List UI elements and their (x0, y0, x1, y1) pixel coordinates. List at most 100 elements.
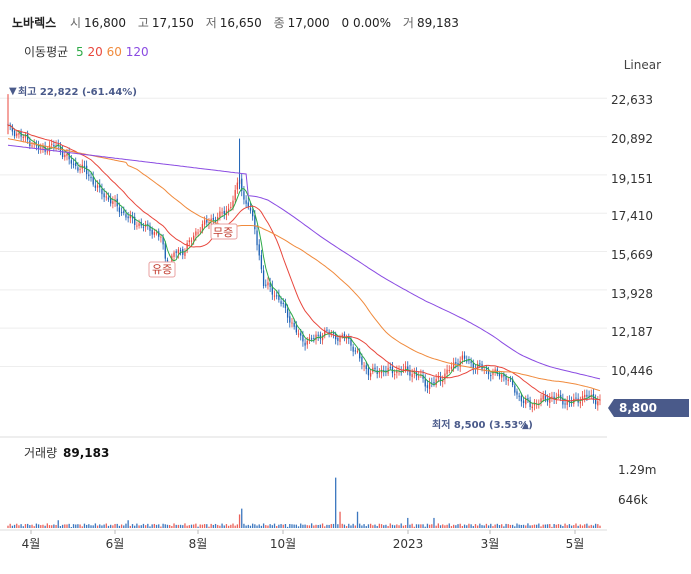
volume-bar (245, 525, 247, 528)
candle-body (138, 223, 140, 226)
volume-bar (367, 524, 370, 528)
candle-body (433, 382, 435, 384)
candle-body (227, 208, 230, 211)
volume-bar (418, 524, 420, 528)
candle-body (343, 333, 346, 338)
candle-body (514, 385, 516, 393)
candle-body (289, 316, 291, 323)
candle-body (396, 370, 398, 374)
volume-bar (271, 525, 273, 528)
volume-bar (92, 525, 94, 528)
volume-bar (597, 524, 599, 528)
volume-bar (282, 524, 284, 528)
volume-bar (444, 525, 446, 528)
candle-body (125, 214, 127, 218)
volume-bar (236, 524, 239, 528)
volume-bar (219, 525, 221, 528)
volume-bar (70, 527, 73, 528)
candle-body (254, 215, 256, 230)
moving-average-legend[interactable]: 이동평균 5 20 60 120 (24, 43, 149, 60)
volume-bar (9, 523, 11, 528)
candle-body (518, 395, 520, 397)
volume-bar (424, 526, 426, 528)
candle-body (75, 162, 77, 167)
annotation-box (148, 261, 176, 278)
candle-body (101, 188, 103, 195)
x-tick-label: 2023 (393, 537, 424, 551)
candle-body (407, 366, 409, 372)
candle-body (553, 396, 555, 400)
y-tick-label: 10,446 (611, 364, 653, 378)
volume-tick-label: 646k (618, 493, 648, 507)
volume-bar (398, 525, 400, 528)
volume-bar (258, 524, 260, 528)
volume-bar (179, 524, 182, 528)
candle-body (201, 224, 204, 232)
candle-body (332, 332, 335, 334)
candle-body (503, 373, 505, 377)
ma-120-line (7, 144, 601, 380)
candle-body (540, 398, 542, 403)
volume-bar (361, 525, 363, 528)
volume-bar (520, 524, 523, 528)
min-marker-arrow: ▲ (522, 421, 529, 431)
volume-bar (435, 525, 437, 528)
volume-bar (527, 523, 529, 528)
volume-bar (46, 523, 48, 528)
volume-bar (227, 525, 230, 528)
low-label: 저 (205, 16, 217, 30)
candle-body (321, 335, 324, 341)
volume-bar (518, 524, 520, 528)
candle-body (455, 362, 457, 364)
volume-bar (343, 524, 346, 528)
volume-bar (306, 525, 308, 528)
volume-bar (391, 524, 394, 528)
candle-body (186, 242, 188, 251)
volume-bar (48, 525, 51, 528)
volume-bar (11, 525, 14, 528)
candle-body (127, 216, 129, 219)
candle-body (313, 338, 315, 340)
volume-bar (450, 526, 453, 528)
candle-body (61, 150, 64, 158)
candle-body (284, 303, 287, 309)
volume-bar (107, 525, 110, 528)
volume-bar (369, 523, 372, 528)
volume-bar (396, 524, 398, 528)
volume-bar (584, 524, 586, 528)
candle-body (171, 255, 173, 265)
candle-body (356, 351, 359, 353)
candle-body (88, 174, 90, 177)
candle-body (448, 370, 450, 372)
volume-bar (206, 524, 208, 528)
candle-body (581, 396, 584, 401)
candle-body (452, 362, 455, 369)
volume-bar (463, 524, 466, 528)
candle-body (487, 369, 490, 375)
candle-body (479, 363, 481, 365)
volume-bar (348, 523, 350, 528)
change-value: 0 0.00% (341, 16, 392, 30)
candle-body (107, 197, 110, 200)
volume-bar (492, 526, 494, 528)
volume-bar (411, 523, 413, 528)
candle-body (337, 337, 339, 341)
candle-body (345, 337, 348, 340)
candle-body (40, 147, 42, 149)
candle-body (300, 333, 302, 336)
candle-body (437, 377, 439, 379)
scale-mode-button[interactable]: Linear (623, 58, 661, 72)
volume-bar (203, 524, 206, 528)
volume-bar (144, 525, 147, 528)
candle-body (531, 406, 533, 409)
candle-body (203, 220, 206, 225)
volume-bar (293, 524, 295, 528)
volume-bar (13, 524, 16, 528)
y-tick-label: 12,187 (611, 325, 653, 339)
candle-body (286, 309, 289, 318)
volume-bar (278, 524, 280, 528)
volume-bar (249, 525, 252, 528)
volume-bar (479, 523, 481, 528)
volume-bar (182, 525, 184, 528)
